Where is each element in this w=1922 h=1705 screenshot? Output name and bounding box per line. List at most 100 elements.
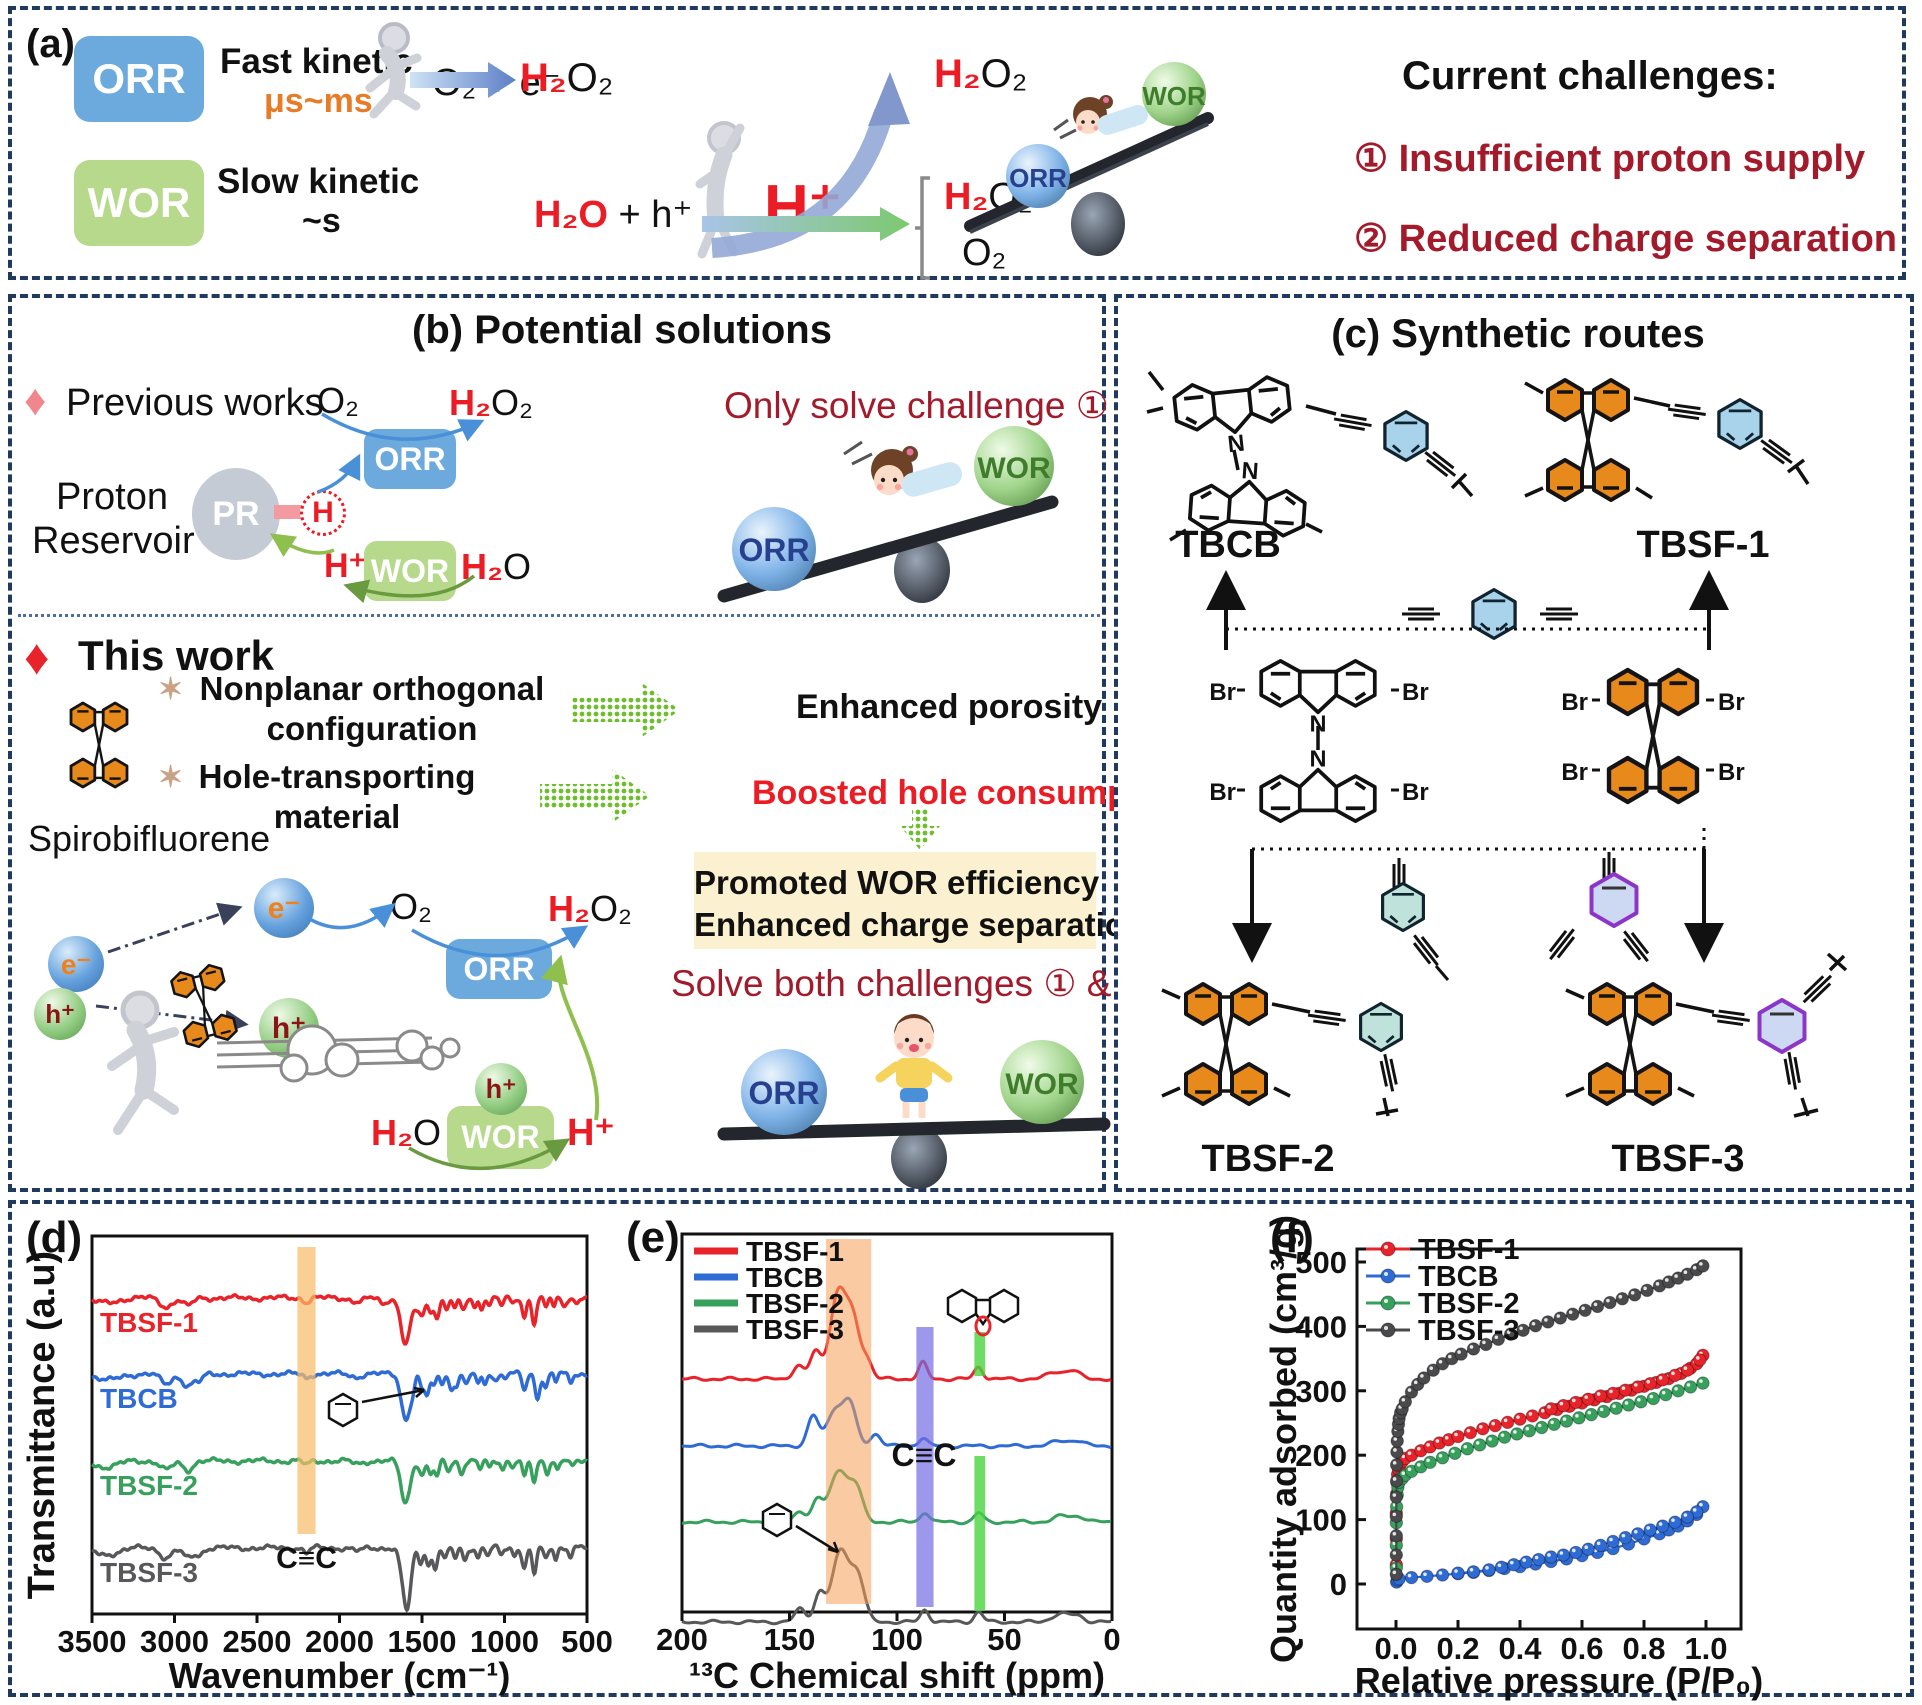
o: O [503, 546, 532, 587]
marker-TBSF-2 [1646, 1391, 1660, 1406]
h-label: h⁺ [271, 1011, 307, 1045]
marker-TBSF-3 [1389, 1548, 1404, 1562]
marker-TBCB [1482, 1563, 1496, 1577]
series-label-TBSF-2: TBSF-2 [100, 1470, 198, 1501]
x-axis-label: Relative pressure (P/P₀) [1355, 1660, 1763, 1701]
o: O [413, 1112, 442, 1153]
marker-TBSF-1 [1631, 1380, 1645, 1394]
benzene-annotation-icon [761, 1502, 840, 1554]
marker-TBSF-1 [1451, 1429, 1465, 1444]
x-tick: 0.0 [1374, 1631, 1417, 1666]
marker-TBSF-2 [1522, 1424, 1536, 1438]
only-solve-label: Only solve challenge ① [724, 385, 1109, 426]
orr-label: ORR [463, 950, 535, 987]
x-tick: 0.4 [1498, 1631, 1542, 1666]
feature-2-line1: Hole-transporting [198, 758, 476, 795]
marker-TBSF-2 [1683, 1380, 1698, 1394]
proton-big-label: H⁺ [764, 173, 842, 242]
marker-TBSF-2 [1485, 1434, 1499, 1448]
panel-b-title: (b) Potential solutions [412, 308, 832, 352]
marker-TBSF-2 [1671, 1384, 1685, 1398]
challenge-1: ① Insufficient proton supply [1354, 138, 1866, 180]
marker-TBSF-3 [1640, 1283, 1654, 1298]
panel-b: (b) Potential solutions ♦ Previous works… [8, 294, 1190, 1192]
outcome-line1: Promoted WOR efficiency [694, 864, 1100, 901]
marker-TBSF-2 [1423, 1455, 1437, 1469]
x-tick: 0.6 [1560, 1631, 1603, 1666]
wor-boost-swoosh-head [868, 72, 910, 126]
h2: H₂ [371, 1112, 413, 1153]
slow-kinetic-label: Slow kinetic [217, 162, 420, 201]
series-TBSF-3 [91, 1542, 588, 1613]
marker-TBSF-3 [1615, 1292, 1629, 1306]
boy-cartoon [875, 1014, 953, 1118]
feature-1-line1: Nonplanar orthogonal [199, 670, 545, 707]
fulcrum [1071, 192, 1125, 256]
marker-TBSF-3 [1541, 1315, 1555, 1329]
proton-reservoir-circle: PR [192, 468, 280, 560]
electron-ball-pair: e⁻ [48, 936, 104, 992]
marker-TBSF-3 [1389, 1474, 1404, 1488]
svg-text:Br: Br [1209, 679, 1236, 706]
marker-TBSF-3 [1603, 1295, 1617, 1310]
product-bracket [915, 176, 930, 280]
diethynylbenzene-linker [1400, 587, 1580, 641]
marker-TBSF-2 [1535, 1420, 1549, 1435]
h2: H₂ [461, 546, 503, 587]
x-tick: 50 [987, 1622, 1021, 1657]
tbsf2-structure [1161, 984, 1403, 1117]
this-work-diamond-icon: ♦ [24, 629, 50, 685]
h2o2-prev: H₂O₂ [449, 382, 533, 424]
marker-TBSF-3 [1528, 1319, 1543, 1333]
feature-1-line2: configuration [266, 710, 478, 747]
svg-text:WOR: WOR [1142, 81, 1206, 111]
marker-TBSF-3 [1454, 1347, 1468, 1361]
h2o2-o2: O₂ [988, 176, 1033, 218]
marker-TBSF-2 [1435, 1451, 1450, 1465]
legend-label-TBSF-2: TBSF-2 [1418, 1288, 1520, 1320]
marker-TBSF-2 [1497, 1430, 1512, 1444]
marker-TBSF-2 [1609, 1401, 1623, 1415]
wor-label: WOR [370, 552, 450, 589]
legend-label-TBCB: TBCB [746, 1262, 824, 1293]
orr-box-prev: ORR [364, 429, 456, 489]
marker-TBSF-2 [1584, 1407, 1598, 1422]
fluorene-annotation-icon [946, 1288, 1020, 1337]
legend-label-TBSF-2: TBSF-2 [746, 1288, 844, 1319]
marker-TBCB [1556, 1548, 1571, 1562]
series-TBSF-1 [90, 1293, 588, 1346]
x-tick: 3000 [140, 1624, 209, 1659]
star-bullet-1: ✶ [158, 673, 184, 706]
h2o2-product-top: H₂O₂ [520, 56, 613, 101]
marker-TBCB [1581, 1542, 1595, 1556]
svg-text:Br: Br [1402, 679, 1429, 706]
h2o2-bracket-top: H₂O₂ [944, 176, 1033, 219]
spirobifluorene-molecule [69, 701, 129, 789]
marker-TBCB [1466, 1565, 1481, 1579]
marker-TBSF-2 [1597, 1404, 1611, 1419]
legend-label-TBCB: TBCB [1418, 1261, 1499, 1293]
tbsf1-structure [1524, 380, 1810, 500]
highlight-band-1 [916, 1327, 934, 1607]
panel-d-label: (d) [26, 1213, 82, 1262]
marker-TBCB [1680, 1510, 1695, 1524]
x-tick: 500 [561, 1624, 613, 1659]
h2o2-o2: O₂ [566, 56, 614, 100]
x-tick: 200 [656, 1622, 708, 1657]
h-label: h⁺ [485, 1073, 517, 1104]
svg-text:WOR: WOR [1005, 1068, 1079, 1101]
marker-TBSF-1 [1655, 1373, 1670, 1387]
y-tick: 400 [1295, 1309, 1347, 1344]
panel-bottom-row: (d) TBSF-1 TBCB TBSF-2 TBSF-3 C≡C 3500 3000 2500… [8, 1200, 1914, 1701]
x-tick: 2000 [305, 1624, 374, 1659]
h2o2-o2: O₂ [980, 52, 1028, 96]
h-label: H [312, 496, 334, 529]
o2: O₂ [590, 888, 632, 929]
marker-TBSF-1 [1463, 1425, 1478, 1440]
wor-equation: H₂O + h⁺ [534, 192, 692, 237]
y-tick: 200 [1295, 1438, 1347, 1473]
marker-TBSF-1 [1500, 1415, 1515, 1430]
svg-text:Br: Br [1402, 779, 1429, 806]
